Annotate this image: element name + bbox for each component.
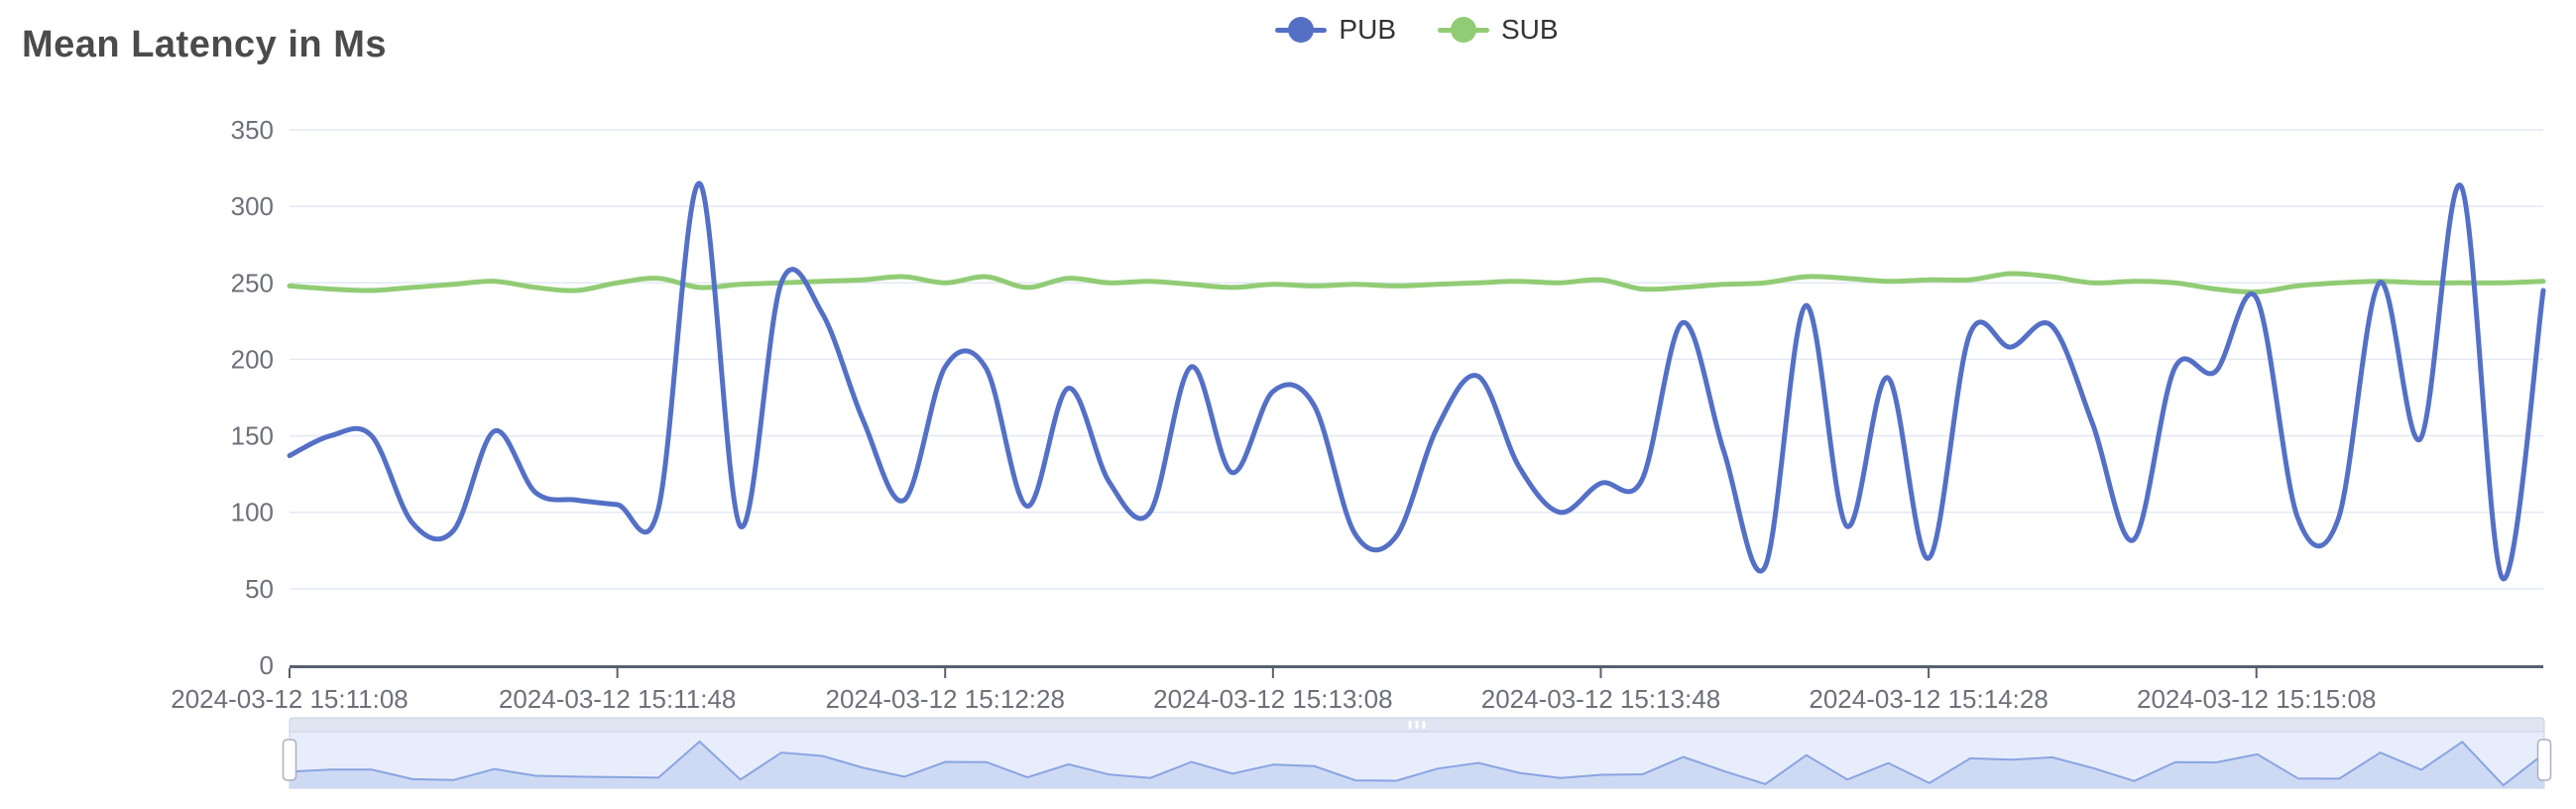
datazoom-preview-line — [289, 740, 2545, 787]
x-axis-label: 2024-03-12 15:13:48 — [1481, 684, 1720, 714]
y-axis-label: 0 — [260, 650, 274, 680]
grip-icon — [1415, 721, 1419, 729]
grip-icon — [1422, 721, 1426, 729]
legend-line-marker-icon — [1438, 17, 1489, 43]
y-axis-labels: 0 50 100 150 200 250 300 350 — [231, 115, 274, 680]
x-axis-label: 2024-03-12 15:11:48 — [499, 684, 737, 714]
y-axis-label: 150 — [231, 421, 274, 451]
grip-icon — [1408, 721, 1412, 729]
x-axis-label: 2024-03-12 15:13:08 — [1153, 684, 1392, 714]
y-axis-label: 300 — [231, 191, 274, 221]
x-axis-label: 2024-03-12 15:15:08 — [2137, 684, 2376, 714]
y-axis-label: 100 — [231, 498, 274, 527]
y-axis-label: 200 — [231, 344, 274, 374]
series-lines — [287, 180, 2546, 582]
y-axis-label: 50 — [245, 574, 274, 604]
x-axis: 2024-03-12 15:11:08 2024-03-12 15:11:48 20… — [171, 665, 2543, 714]
chart-title: Mean Latency in Ms — [22, 24, 387, 65]
series-line-pub[interactable] — [287, 180, 2546, 582]
datazoom-preview-area — [290, 742, 2544, 788]
y-axis-label: 350 — [231, 115, 274, 145]
legend-item-sub[interactable]: SUB — [1438, 14, 1559, 46]
legend-label: PUB — [1339, 14, 1396, 45]
datazoom-right-handle[interactable] — [2536, 739, 2552, 781]
x-axis-label: 2024-03-12 15:11:08 — [171, 684, 409, 714]
legend-item-pub[interactable]: PUB — [1275, 14, 1396, 46]
series-line-sub[interactable] — [287, 271, 2546, 295]
chart-legend: PUB SUB — [290, 14, 2544, 46]
legend-label: SUB — [1501, 14, 1559, 45]
legend-line-marker-icon — [1275, 17, 1328, 43]
datazoom-slider[interactable] — [282, 717, 2552, 789]
x-axis-label: 2024-03-12 15:12:28 — [826, 684, 1065, 714]
x-axis-label: 2024-03-12 15:14:28 — [1809, 684, 2048, 714]
datazoom-left-handle[interactable] — [282, 739, 297, 781]
y-axis-label: 250 — [231, 268, 274, 297]
grid-lines — [290, 129, 2543, 590]
